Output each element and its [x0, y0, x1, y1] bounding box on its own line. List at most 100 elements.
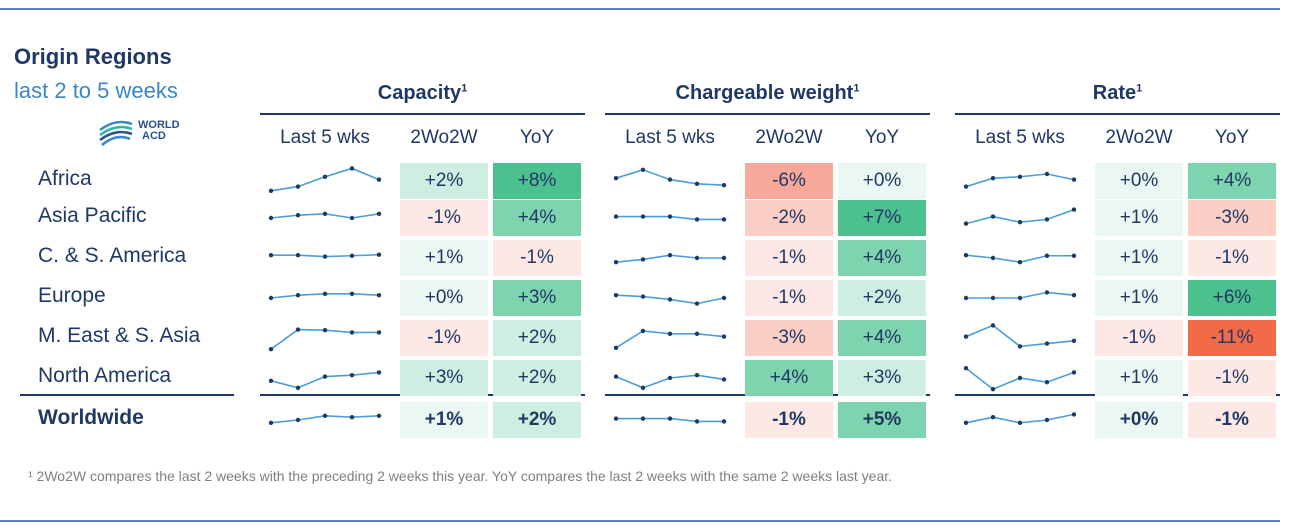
sparkline-point [322, 291, 328, 296]
yoy-cell: -1% [1188, 402, 1276, 438]
sparkline-point [1044, 253, 1050, 258]
yoy-cell: +6% [1188, 280, 1276, 316]
sparkline-point [640, 328, 646, 334]
sparkline-point [1017, 375, 1023, 381]
sparkline-point [640, 294, 646, 299]
wo2w-cell: +0% [400, 280, 488, 316]
sparkline-point [1071, 177, 1077, 182]
column-header: Last 5 wks [280, 127, 370, 148]
world-acd-logo-icon [99, 120, 133, 146]
sparkline-point [694, 419, 700, 424]
sparkline-point [694, 301, 700, 306]
sparkline-line [270, 328, 379, 350]
sparkline-point [376, 293, 382, 298]
sparkline-point [963, 184, 969, 189]
column-header: Last 5 wks [625, 127, 715, 148]
sparkline-point [613, 293, 619, 298]
wo2w-cell: -1% [400, 200, 488, 236]
wo2w-cell: +1% [1095, 360, 1183, 396]
sparkline-point [322, 374, 328, 379]
sparkline-point [1071, 412, 1077, 417]
sparkline-point [640, 167, 646, 172]
wo2w-cell: +4% [745, 360, 833, 396]
sparkline [268, 291, 382, 301]
yoy-cell: +2% [838, 280, 926, 316]
group-title-footnote-mark: 1 [461, 82, 468, 95]
column-header: 2Wo2W [410, 127, 478, 148]
sparkline-point [376, 330, 382, 335]
column-header: YoY [1214, 127, 1250, 148]
sparkline-point [694, 331, 700, 336]
sparkline-point [990, 387, 996, 392]
sparkline-point [1071, 253, 1077, 258]
wo2w-cell: +3% [400, 360, 488, 396]
row-label: Europe [38, 284, 106, 307]
sparkline-point [1017, 260, 1023, 265]
sparkline-point [349, 215, 355, 221]
sparkline-point [322, 327, 328, 333]
sparkline-point [613, 345, 619, 350]
sparkline-point [295, 293, 301, 298]
yoy-cell: -3% [1188, 200, 1276, 236]
sparkline-point [295, 417, 301, 423]
sparkline [268, 252, 382, 259]
sparkline-point [349, 373, 355, 378]
sparkline-point [640, 416, 646, 421]
wo2w-cell: -3% [745, 320, 833, 356]
sparkline-point [694, 373, 700, 378]
wo2w-cell: -1% [745, 280, 833, 316]
sparkline-point [613, 214, 619, 219]
group-underline [605, 113, 930, 115]
group-title-2: Rate1 [955, 82, 1280, 105]
sparkline-point [1071, 370, 1077, 375]
sparkline-point [990, 214, 996, 219]
sparkline-point [349, 291, 355, 296]
sparkline-point [990, 176, 996, 181]
column-header: Last 5 wks [975, 127, 1065, 148]
row-label: Africa [38, 167, 92, 190]
sparkline-point [990, 255, 996, 261]
sparkline-point [376, 211, 382, 216]
sparkline-point [295, 184, 301, 189]
sparkline-point [376, 252, 382, 257]
row-label: M. East & S. Asia [38, 324, 201, 347]
yoy-cell: +2% [493, 402, 581, 438]
sparkline [963, 290, 1077, 301]
sparkline [613, 253, 727, 265]
sparkline-point [295, 327, 301, 332]
sparkline-point [1017, 344, 1023, 349]
yoy-cell: +7% [838, 200, 926, 236]
sparkline-point [376, 413, 382, 418]
footnote: ¹ 2Wo2W compares the last 2 weeks with t… [28, 468, 893, 484]
group-title-text: Capacity [377, 82, 462, 104]
sparkline-point [1071, 207, 1077, 212]
sparkline-point [295, 253, 301, 258]
column-header: 2Wo2W [1105, 127, 1173, 148]
sparkline [268, 211, 382, 221]
group-title-footnote-mark: 1 [853, 82, 860, 95]
sparkline-point [694, 255, 700, 261]
sparkline [963, 207, 1077, 226]
sparkline-point [268, 253, 274, 258]
yoy-cell: +3% [493, 280, 581, 316]
sparkline-point [990, 415, 996, 420]
wo2w-cell: -1% [745, 240, 833, 276]
sparkline-point [640, 214, 646, 219]
logo-text: WORLD ACD [138, 120, 180, 142]
page-subtitle: last 2 to 5 weeks [14, 78, 178, 103]
sparkline-point [268, 188, 274, 193]
sparkline-point [990, 295, 996, 301]
sparkline [963, 366, 1077, 392]
group-underline [260, 113, 585, 115]
sparkline [613, 328, 727, 350]
yoy-cell: +4% [838, 240, 926, 276]
sparkline-point [1071, 338, 1077, 343]
sparkline-point [694, 217, 700, 222]
sparkline-line [965, 324, 1075, 348]
sparkline [963, 171, 1077, 189]
sparkline-point [268, 215, 274, 221]
sparkline-point [1044, 417, 1050, 423]
sparkline-point [322, 211, 328, 216]
sparkline [268, 413, 382, 425]
sparkline-point [990, 323, 996, 328]
